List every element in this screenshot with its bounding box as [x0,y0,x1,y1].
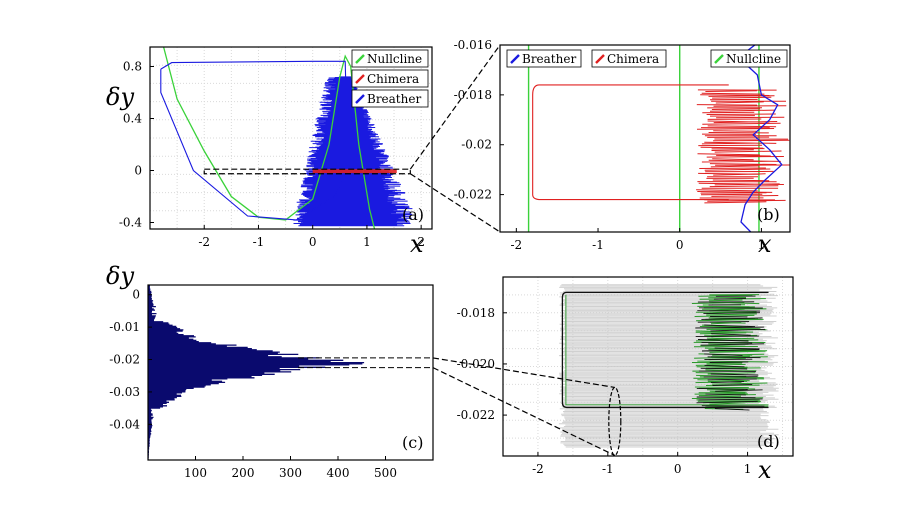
panel-d-label: (d) [757,432,780,451]
legend-swatch-nullcline-b [714,54,724,64]
legend-box-nullcline-b [710,49,788,68]
panel-c-ylabel: δy [106,262,134,290]
panel-b: -2 -1 0 1 -0.016 -0.018 -0.02 -0.022 x (b) Brea… [454,38,791,258]
chimera-cycle-d [565,294,769,406]
panel-a-xtick-label: 0 [309,235,317,249]
legend-swatch-nullcline [355,54,365,64]
zoom-connectors [409,44,616,456]
panel-d: -2 -1 0 1 -0.018 -0.020 -0.022 x (d) [457,276,794,484]
legend-box-chimera [351,69,429,88]
panel-d-xtick-label: 0 [674,462,682,476]
panel-a-xtick-label: 2 [417,235,425,249]
zoom-box-a [203,168,411,175]
trajectory-oscillation [695,295,766,411]
panel-a-plot-area [160,47,413,229]
panel-c-label: (c) [402,433,423,452]
panel-a-xtick-label: -2 [198,235,210,249]
legend-label-breather: Breather [367,92,421,106]
breather-trace [737,45,783,232]
legend-label-breather-b: Breather [522,52,576,66]
panel-b-ytick-label: -0.02 [461,138,492,152]
panel-c-ytick-label: -0.02 [109,353,140,367]
panel-b-xlabel: x [758,230,772,258]
panel-c-ticks: 100 200 300 400 500 0 -0.01 -0.02 -0.03 -0.04 [109,288,397,480]
legend-label-nullcline: Nullcline [367,52,422,66]
ensemble-traces [558,284,779,448]
breather-cycle [160,60,349,221]
legend-box-nullcline [351,49,429,68]
legend-label-chimera: Chimera [367,72,419,86]
panel-c-ytick-label: -0.03 [109,385,140,399]
panel-b-ticks: -2 -1 0 1 -0.016 -0.018 -0.02 -0.022 [454,38,766,252]
panel-a-frame [149,46,433,230]
connector-a-b-top [409,44,501,170]
legend-swatch-chimera-b [595,54,605,64]
panel-b-legend: Breather Chimera Nullcline [506,49,788,68]
panel-c-ytick-label: -0.01 [109,320,140,334]
panel-c-ytick-label: 0 [132,288,140,302]
legend-box-breather-b [506,49,582,68]
trajectory-cycle [561,291,769,409]
panel-b-plot-area [527,45,790,232]
connector-c-d-top [432,357,615,389]
panel-a-legend: Nullcline Chimera Breather [351,49,429,108]
legend-box-breather [351,89,429,108]
panel-a-xlabel: x [410,230,424,258]
legend-swatch-breather-b [510,54,520,64]
panel-a: -2 -1 0 1 2 -0.4 0 0.4 0.8 x δy (a) Nullcline Ch… [106,46,433,258]
panel-b-ytick-label: -0.016 [454,38,492,52]
chimera-cycle [532,84,729,201]
panel-a-ytick-label: -0.4 [119,216,143,230]
panel-b-ytick-label: -0.022 [454,188,492,202]
legend-label-chimera-b: Chimera [607,52,659,66]
panel-b-xtick-label: -2 [510,238,522,252]
panel-c-plot-area [148,285,433,460]
chimera-band [312,169,397,174]
panel-d-ytick-label: -0.020 [457,357,495,371]
panel-a-label: (a) [402,205,424,224]
panel-c-xtick-label: 500 [374,466,397,480]
legend-box-chimera-b [591,49,667,68]
panel-d-xtick-label: -2 [532,462,544,476]
panel-a-ytick-label: 0.8 [123,60,142,74]
panel-c-xtick-label: 300 [279,466,302,480]
panel-b-label: (b) [757,205,780,224]
panel-a-ticks: -2 -1 0 1 2 -0.4 0 0.4 0.8 [119,60,425,250]
legend-label-nullcline-b: Nullcline [726,52,781,66]
legend-swatch-breather [355,94,365,104]
panel-c-xtick-label: 400 [327,466,350,480]
panel-d-frame [502,276,794,457]
panel-c-ytick-label: -0.04 [109,417,140,431]
panel-d-ticks: -2 -1 0 1 -0.018 -0.020 -0.022 [457,306,752,476]
panel-d-ytick-label: -0.018 [457,306,495,320]
panel-b-frame [499,44,791,233]
panel-b-ytick-label: -0.018 [454,88,492,102]
panel-c-xtick-label: 100 [184,466,207,480]
panel-c-xtick-label: 200 [232,466,255,480]
panel-d-xtick-label: -1 [602,462,614,476]
histogram-bars [148,285,365,460]
panel-b-xtick-label: 0 [676,238,684,252]
panel-b-xtick-label: -1 [592,238,604,252]
panel-d-xlabel: x [758,456,772,484]
legend-swatch-chimera [355,74,365,84]
panel-a-ylabel: δy [106,83,134,111]
panel-b-xtick-label: 1 [758,238,766,252]
connector-c-d-bottom [432,367,616,456]
panel-d-xtick-label: 1 [744,462,752,476]
chimera-oscillation [696,89,790,204]
panel-a-xtick-label: -1 [253,235,265,249]
panel-a-ytick-label: 0.4 [123,112,142,126]
panel-d-ytick-label: -0.022 [457,408,495,422]
panel-a-ytick-label: 0 [134,164,142,178]
panel-d-plot-area [558,284,779,456]
panel-a-xtick-label: 1 [363,235,371,249]
